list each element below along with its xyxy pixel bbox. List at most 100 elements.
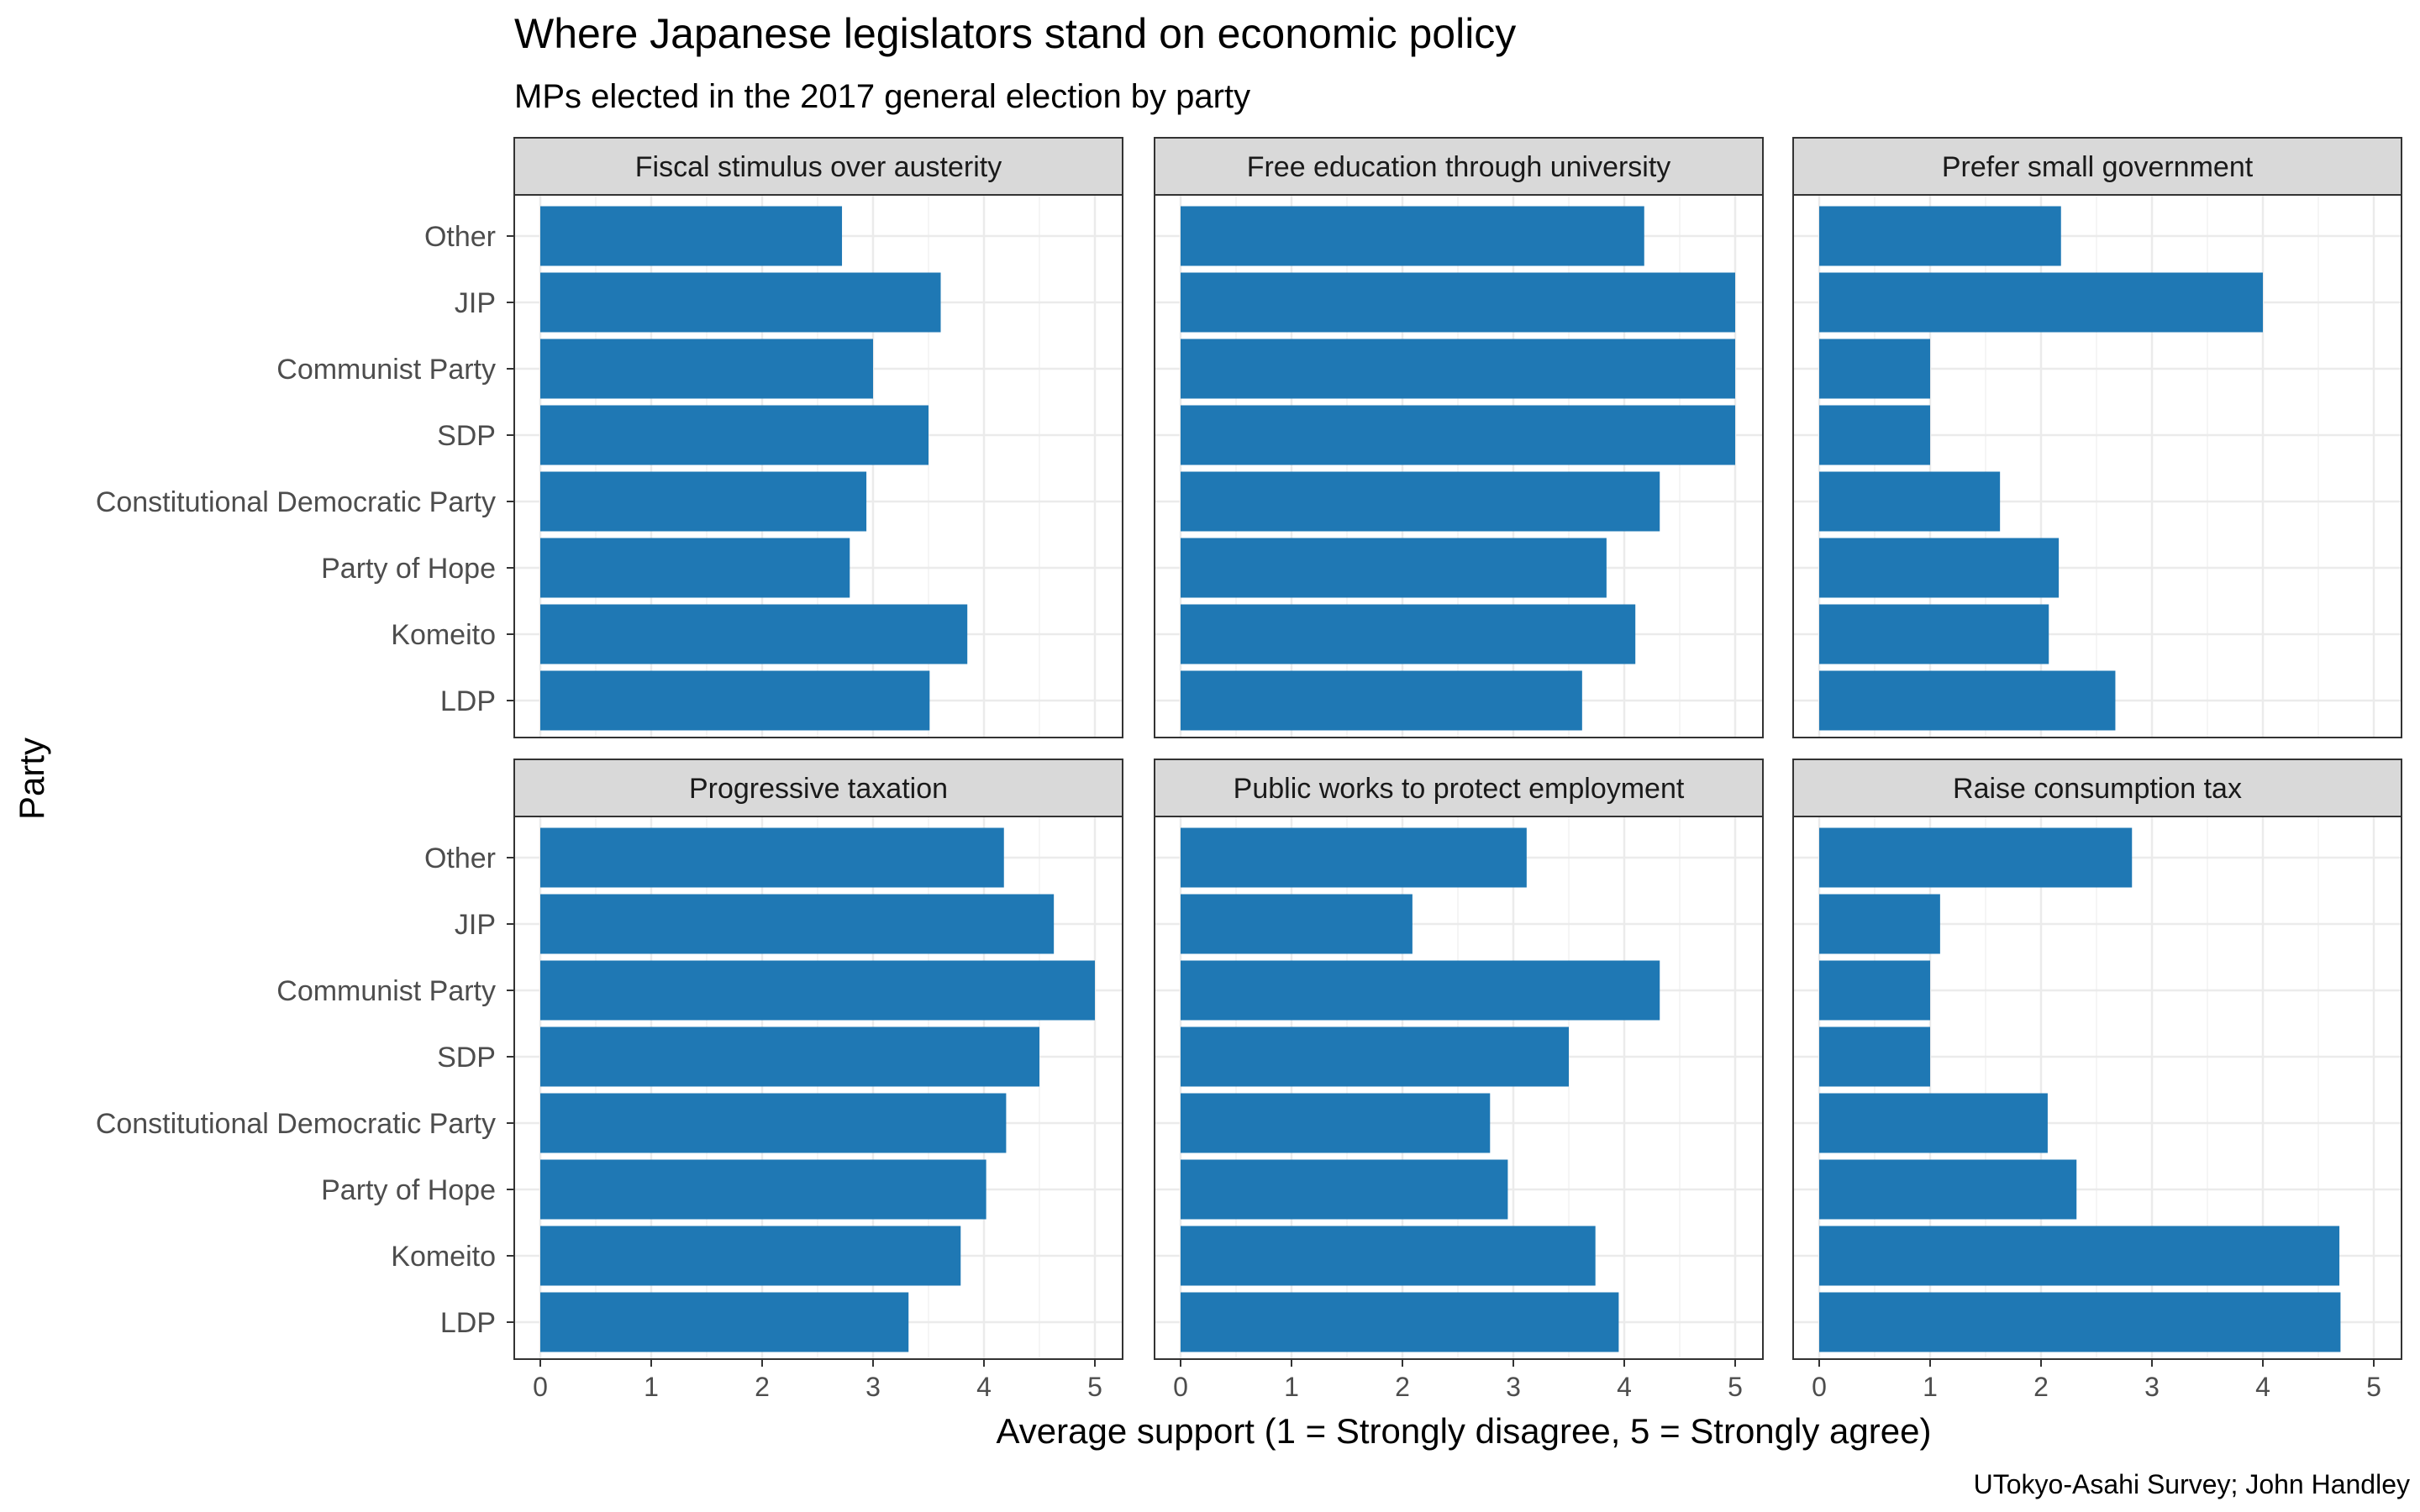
bar-sdp <box>1181 405 1735 465</box>
bar-constitutional-democratic-party <box>540 1093 1007 1153</box>
x-tick-label: 1 <box>1284 1372 1299 1402</box>
bar-communist-party <box>540 960 1095 1021</box>
y-tick-label: JIP <box>455 287 496 319</box>
bar-party-of-hope <box>1819 1159 2077 1220</box>
y-tick-label: Other <box>424 221 496 253</box>
y-tick-label: Other <box>424 843 496 874</box>
chart-title: Where Japanese legislators stand on econ… <box>514 10 1516 57</box>
x-tick-label: 2 <box>2033 1372 2049 1402</box>
facet-strip-label: Public works to protect employment <box>1234 773 1685 805</box>
x-tick-label: 0 <box>1812 1372 1827 1402</box>
facet-panels: Fiscal stimulus over austerity Other JIP Co… <box>96 137 2402 1402</box>
chart-subtitle: MPs elected in the 2017 general election… <box>514 78 1250 115</box>
facet-panel: Free education through university <box>1154 137 1764 738</box>
x-tick-label: 1 <box>644 1372 659 1402</box>
y-axis-title: Party <box>12 738 51 820</box>
bar-komeito <box>1819 604 2049 664</box>
bar-sdp <box>540 1026 1039 1087</box>
facet-strip <box>513 137 1123 196</box>
bar-other <box>1819 827 2133 888</box>
bar-jip <box>1819 894 1940 954</box>
facet-strip <box>1154 759 1764 817</box>
bar-ldp <box>1819 1292 2341 1352</box>
bar-jip <box>1819 272 2263 333</box>
facet-strip <box>1792 137 2402 196</box>
y-tick-label: Communist Party <box>276 975 496 1007</box>
y-tick-label: Party of Hope <box>321 1174 496 1206</box>
bar-other <box>1181 827 1527 888</box>
x-tick-label: 2 <box>755 1372 770 1402</box>
bar-komeito <box>540 1226 961 1286</box>
x-tick-label: 0 <box>1173 1372 1188 1402</box>
bar-constitutional-democratic-party <box>540 471 867 532</box>
bar-constitutional-democratic-party <box>1819 471 2001 532</box>
bar-komeito <box>540 604 968 664</box>
bar-communist-party <box>1819 339 1930 399</box>
y-tick-label: Party of Hope <box>321 553 496 585</box>
bar-party-of-hope <box>540 1159 986 1220</box>
bar-sdp <box>1819 1026 1930 1087</box>
x-tick-label: 5 <box>1728 1372 1743 1402</box>
bar-party-of-hope <box>1181 538 1607 598</box>
bar-other <box>540 206 843 266</box>
y-tick-label: Komeito <box>391 1241 496 1273</box>
bar-komeito <box>1819 1226 2340 1286</box>
facet-strip-label: Progressive taxation <box>689 773 948 805</box>
y-tick-label: LDP <box>440 1307 496 1339</box>
bar-other <box>1819 206 2061 266</box>
bar-party-of-hope <box>1181 1159 1508 1220</box>
x-tick-label: 3 <box>2144 1372 2160 1402</box>
x-tick-label: 3 <box>865 1372 881 1402</box>
x-axis-title: Average support (1 = Strongly disagree, … <box>997 1411 1932 1451</box>
facet-strip-label: Raise consumption tax <box>1953 773 2242 805</box>
bar-communist-party <box>1819 960 1930 1021</box>
bar-sdp <box>540 405 929 465</box>
bar-komeito <box>1181 604 1636 664</box>
facet-panel: Public works to protect employment 0 1 2 3 4 5 <box>1154 759 1764 1402</box>
bar-other <box>1181 206 1644 266</box>
bar-communist-party <box>1181 960 1660 1021</box>
x-tick-label: 2 <box>1395 1372 1410 1402</box>
bar-jip <box>540 272 941 333</box>
facet-strip <box>1792 759 2402 817</box>
facet-strip <box>513 759 1123 817</box>
bar-jip <box>540 894 1055 954</box>
x-tick-label: 0 <box>533 1372 548 1402</box>
y-tick-label: JIP <box>455 909 496 941</box>
y-tick-label: SDP <box>437 420 496 452</box>
y-tick-label: Constitutional Democratic Party <box>96 1108 496 1140</box>
facet-strip <box>1154 137 1764 196</box>
bar-party-of-hope <box>1819 538 2060 598</box>
facet-strip-label: Fiscal stimulus over austerity <box>635 151 1002 183</box>
x-tick-label: 3 <box>1506 1372 1521 1402</box>
chart-caption: UTokyo-Asahi Survey; John Handley <box>1974 1469 2410 1499</box>
bar-ldp <box>1181 670 1582 731</box>
bar-ldp <box>1181 1292 1619 1352</box>
bar-sdp <box>1819 405 1930 465</box>
facet-strip-label: Free education through university <box>1247 151 1671 183</box>
y-tick-label: LDP <box>440 685 496 717</box>
bar-constitutional-democratic-party <box>1181 471 1660 532</box>
x-tick-label: 5 <box>2366 1372 2381 1402</box>
x-tick-label: 4 <box>976 1372 992 1402</box>
facet-panel: Raise consumption tax 0 1 2 3 4 5 <box>1792 759 2402 1402</box>
y-tick-label: SDP <box>437 1042 496 1074</box>
x-tick-label: 5 <box>1087 1372 1102 1402</box>
bar-jip <box>1181 272 1735 333</box>
facet-panel: Fiscal stimulus over austerity Other JIP Co… <box>96 137 1123 738</box>
bar-ldp <box>540 670 930 731</box>
facet-panel: Progressive taxation 0 1 2 3 4 5 Other JIP Commun… <box>96 759 1123 1402</box>
bar-communist-party <box>1181 339 1735 399</box>
x-tick-label: 4 <box>1617 1372 1632 1402</box>
bar-party-of-hope <box>540 538 850 598</box>
facet-strip-label: Prefer small government <box>1942 151 2254 183</box>
bar-communist-party <box>540 339 873 399</box>
bar-ldp <box>540 1292 909 1352</box>
bar-constitutional-democratic-party <box>1181 1093 1491 1153</box>
bar-komeito <box>1181 1226 1596 1286</box>
y-tick-label: Constitutional Democratic Party <box>96 486 496 518</box>
bar-jip <box>1181 894 1413 954</box>
bar-other <box>540 827 1004 888</box>
facet-panel: Prefer small government <box>1792 137 2402 738</box>
y-tick-label: Komeito <box>391 619 496 651</box>
